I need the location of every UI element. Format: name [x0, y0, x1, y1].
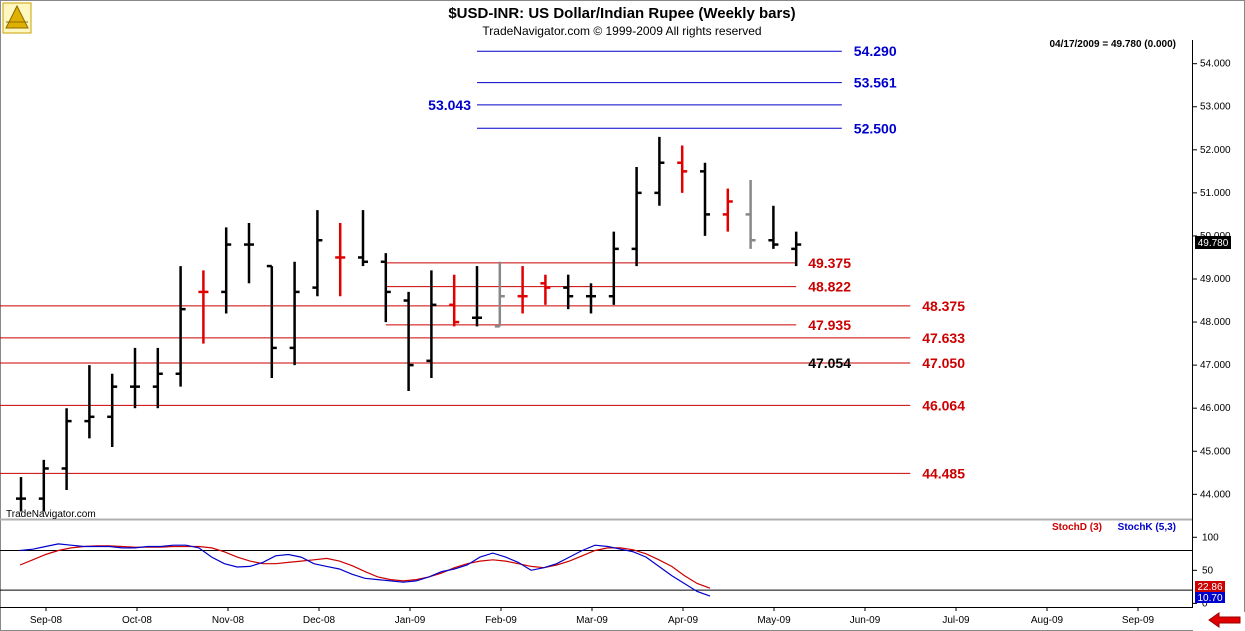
price-tick-label: 49.000 [1200, 274, 1231, 285]
month-tick-label: Nov-08 [212, 615, 245, 626]
ohlc-bar [61, 408, 72, 491]
month-tick-label: Sep-08 [30, 615, 63, 626]
price-tick-label: 47.000 [1200, 360, 1231, 371]
ohlc-bar [654, 136, 665, 206]
ohlc-bar [608, 231, 619, 305]
level-lines: 54.290 53.561 53.043 52.500 49.375 48.822 48.3… [0, 43, 965, 481]
price-tick-label: 52.000 [1200, 145, 1231, 156]
annotations: 47.054 [808, 355, 851, 371]
ohlc-bar [517, 266, 528, 314]
level-label: 48.375 [922, 298, 965, 314]
month-tick-label: Aug-09 [1031, 615, 1064, 626]
ohlc-bar [335, 223, 346, 297]
stoch-tick-label: 50 [1202, 565, 1214, 576]
stoch-axis-ticks: 100 50 0 [1192, 532, 1219, 609]
price-tick-label: 44.000 [1200, 489, 1231, 500]
ohlc-bar [266, 264, 277, 379]
last-price-box [1195, 236, 1231, 249]
ohlc-bar [722, 188, 733, 232]
stochd-value-box [1195, 581, 1225, 592]
stochd-line [19, 545, 711, 589]
ohlc-bar [745, 179, 756, 249]
ohlc-bar [289, 261, 300, 366]
stochk-value: 10.70 [1197, 593, 1222, 604]
month-tick-label: Jun-09 [850, 615, 881, 626]
price-tick-label: 46.000 [1200, 403, 1231, 414]
month-tick-label: Dec-08 [303, 615, 336, 626]
chart-subtitle: TradeNavigator.com © 1999-2009 All right… [482, 24, 761, 38]
ohlc-bar [700, 162, 710, 236]
ohlc-bar [16, 477, 26, 512]
legend-stochd: StochD (3) [1052, 522, 1102, 533]
month-tick-label: Oct-08 [122, 615, 152, 626]
ohlc-bar [449, 274, 460, 327]
price-tick-label: 53.000 [1200, 102, 1231, 113]
price-tick-label: 51.000 [1200, 188, 1231, 199]
month-tick-label: Jul-09 [942, 615, 970, 626]
level-label: 47.935 [808, 317, 851, 333]
scroll-left-arrow-icon[interactable] [1208, 612, 1241, 628]
trade-navigator-logo-icon [2, 2, 32, 34]
price-tick-label: 45.000 [1200, 446, 1231, 457]
stochk-value-box [1195, 592, 1225, 603]
ohlc-bar [38, 459, 49, 512]
ohlc-bar [130, 347, 140, 409]
ohlc-bar [84, 365, 95, 439]
ohlc-bar [563, 274, 574, 310]
month-tick-label: May-09 [757, 615, 791, 626]
ohlc-bar [540, 274, 551, 305]
stochk-line [19, 543, 711, 597]
ohlc-bar [198, 270, 209, 344]
stoch-tick-label: 0 [1202, 598, 1208, 609]
month-tick-label: Jan-09 [395, 615, 426, 626]
stochd-value: 22.86 [1197, 582, 1222, 593]
ohlc-bar [152, 347, 163, 409]
price-tick-label: 48.000 [1200, 317, 1231, 328]
stoch-series [19, 543, 711, 597]
level-label: 53.561 [854, 75, 897, 91]
ohlc-bar [791, 231, 802, 267]
ohlc-bar [472, 266, 482, 327]
ohlc-bar [631, 167, 642, 267]
price-bars [16, 136, 802, 512]
chart-title: $USD-INR: US Dollar/Indian Rupee (Weekly… [448, 5, 795, 22]
level-label: 53.043 [428, 97, 471, 113]
level-label: 54.290 [854, 43, 897, 59]
time-axis-ticks: Sep-08 Oct-08 Nov-08 Dec-08 Jan-09 Feb-09 Mar-… [30, 607, 1155, 626]
ohlc-bar [175, 266, 186, 387]
last-quote: 04/17/2009 = 49.780 (0.000) [1050, 39, 1177, 50]
ohlc-bar [244, 223, 254, 284]
level-label: 47.050 [922, 355, 965, 371]
last-price-label: 49.780 [1198, 238, 1229, 249]
month-tick-label: Apr-09 [668, 615, 698, 626]
level-label: 44.485 [922, 465, 965, 481]
level-label: 49.375 [808, 255, 851, 271]
level-label: 46.064 [922, 397, 965, 413]
level-label: 52.500 [854, 120, 897, 136]
annotation-label: 47.054 [808, 355, 851, 371]
ohlc-bar [358, 210, 368, 267]
ohlc-bar [312, 210, 323, 297]
level-label: 47.633 [922, 330, 965, 346]
price-tick-label: 54.000 [1200, 59, 1231, 70]
stoch-tick-label: 100 [1202, 532, 1219, 543]
ohlc-bar [768, 205, 779, 249]
ohlc-bar [426, 270, 437, 379]
ohlc-bar [403, 291, 414, 391]
ohlc-bar [494, 261, 505, 328]
month-tick-label: Feb-09 [485, 615, 517, 626]
ohlc-bar [677, 145, 688, 193]
ohlc-bar [380, 253, 391, 323]
ohlc-bar [221, 227, 232, 314]
month-tick-label: Mar-09 [576, 615, 608, 626]
month-tick-label: Sep-09 [1122, 615, 1155, 626]
ohlc-bar [586, 283, 596, 314]
level-label: 48.822 [808, 279, 851, 295]
watermark-text: TradeNavigator.com [6, 509, 96, 520]
legend-stochk: StochK (5,3) [1118, 522, 1176, 533]
ohlc-bar [107, 373, 118, 447]
